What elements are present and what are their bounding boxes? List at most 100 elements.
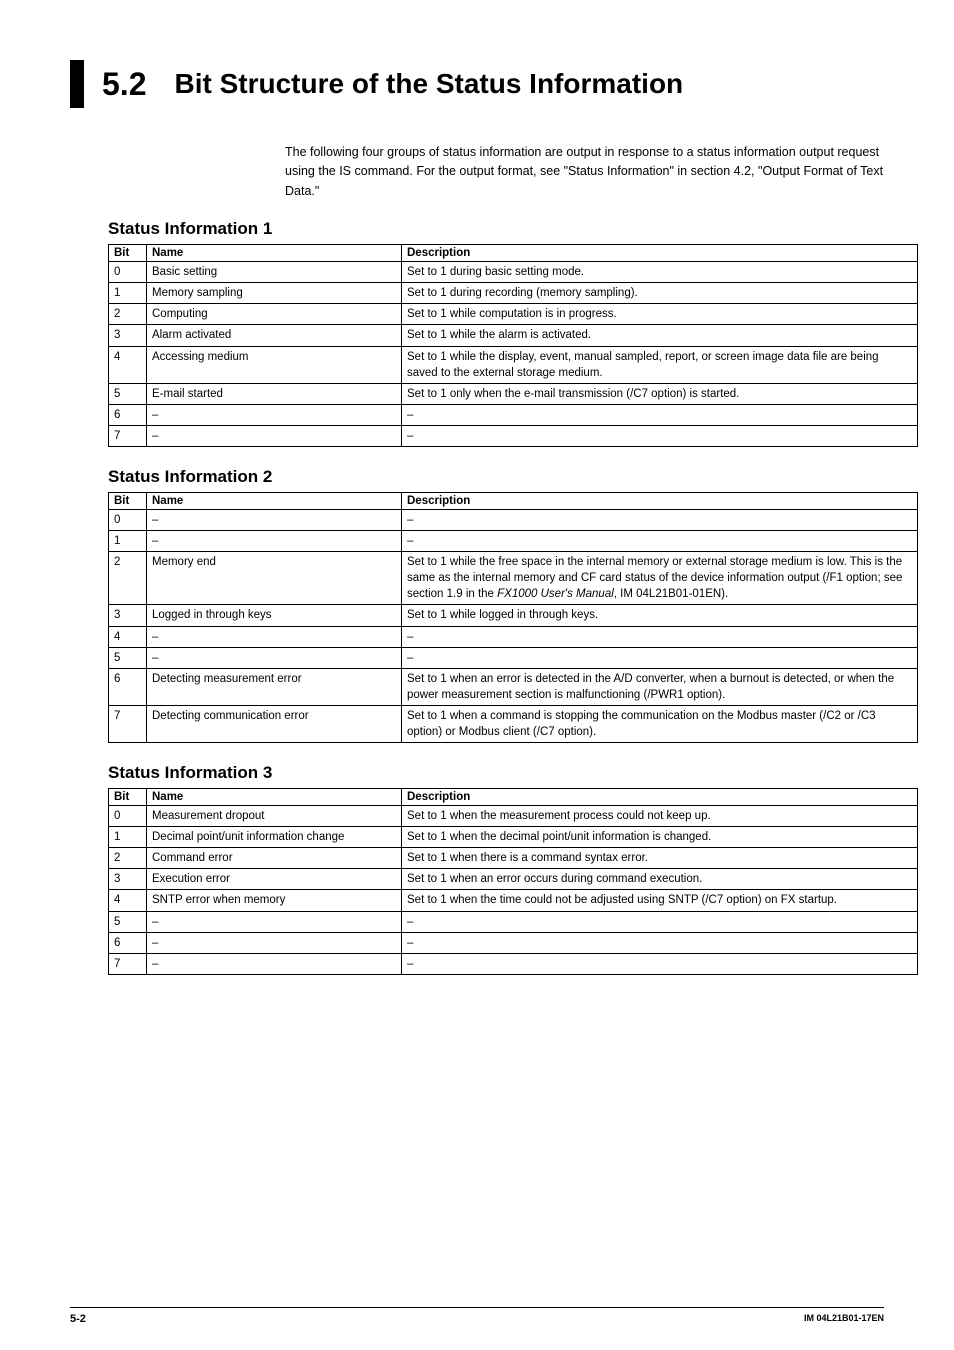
header-name: Name — [147, 789, 402, 806]
cell-name: – — [147, 953, 402, 974]
cell-description: – — [402, 647, 918, 668]
status-table-3: Bit Name Description 0Measurement dropou… — [108, 788, 918, 975]
table-row: 4Accessing mediumSet to 1 while the disp… — [109, 346, 918, 383]
table-row: 7–– — [109, 953, 918, 974]
cell-bit: 0 — [109, 806, 147, 827]
page-footer: 5-2 IM 04L21B01-17EN — [70, 1307, 884, 1325]
cell-bit: 4 — [109, 890, 147, 911]
cell-bit: 4 — [109, 626, 147, 647]
table-row: 0–– — [109, 509, 918, 530]
table-row: 3Logged in through keysSet to 1 while lo… — [109, 605, 918, 626]
cell-description: Set to 1 during recording (memory sampli… — [402, 283, 918, 304]
table-header-row: Bit Name Description — [109, 789, 918, 806]
cell-name: Basic setting — [147, 262, 402, 283]
cell-description: Set to 1 when a command is stopping the … — [402, 705, 918, 742]
cell-name: Logged in through keys — [147, 605, 402, 626]
cell-description: – — [402, 953, 918, 974]
status-table-1: Bit Name Description 0Basic settingSet t… — [108, 244, 918, 447]
table-row: 1Memory samplingSet to 1 during recordin… — [109, 283, 918, 304]
cell-description: Set to 1 when an error is detected in th… — [402, 668, 918, 705]
cell-bit: 0 — [109, 262, 147, 283]
cell-name: Measurement dropout — [147, 806, 402, 827]
header-name: Name — [147, 492, 402, 509]
cell-description: Set to 1 when the time could not be adju… — [402, 890, 918, 911]
cell-description: – — [402, 626, 918, 647]
document-id: IM 04L21B01-17EN — [804, 1313, 884, 1325]
cell-name: Detecting measurement error — [147, 668, 402, 705]
table-row: 7–– — [109, 425, 918, 446]
chapter-number: 5.2 — [102, 66, 146, 103]
header-desc: Description — [402, 492, 918, 509]
cell-bit: 6 — [109, 932, 147, 953]
cell-description: Set to 1 when there is a command syntax … — [402, 848, 918, 869]
table-header-row: Bit Name Description — [109, 245, 918, 262]
header-name: Name — [147, 245, 402, 262]
cell-bit: 5 — [109, 647, 147, 668]
header-bit: Bit — [109, 789, 147, 806]
cell-bit: 1 — [109, 283, 147, 304]
cell-description: – — [402, 531, 918, 552]
cell-bit: 5 — [109, 911, 147, 932]
cell-description: Set to 1 while computation is in progres… — [402, 304, 918, 325]
cell-name: – — [147, 626, 402, 647]
table-header-row: Bit Name Description — [109, 492, 918, 509]
table-row: 3Alarm activatedSet to 1 while the alarm… — [109, 325, 918, 346]
cell-bit: 5 — [109, 383, 147, 404]
cell-description: Set to 1 while the display, event, manua… — [402, 346, 918, 383]
table-row: 3Execution errorSet to 1 when an error o… — [109, 869, 918, 890]
cell-bit: 3 — [109, 605, 147, 626]
cell-bit: 1 — [109, 531, 147, 552]
page-number: 5-2 — [70, 1313, 86, 1325]
chapter-header: 5.2 Bit Structure of the Status Informat… — [70, 60, 884, 108]
table-row: 1–– — [109, 531, 918, 552]
table-row: 0Measurement dropoutSet to 1 when the me… — [109, 806, 918, 827]
cell-description: Set to 1 while the free space in the int… — [402, 552, 918, 605]
table-row: 5–– — [109, 911, 918, 932]
cell-bit: 3 — [109, 869, 147, 890]
cell-bit: 2 — [109, 552, 147, 605]
cell-name: – — [147, 509, 402, 530]
cell-description: Set to 1 only when the e-mail transmissi… — [402, 383, 918, 404]
cell-name: Decimal point/unit information change — [147, 827, 402, 848]
table-row: 5–– — [109, 647, 918, 668]
cell-name: Computing — [147, 304, 402, 325]
cell-name: SNTP error when memory — [147, 890, 402, 911]
cell-name: E-mail started — [147, 383, 402, 404]
table-row: 7Detecting communication errorSet to 1 w… — [109, 705, 918, 742]
cell-name: – — [147, 531, 402, 552]
cell-description: – — [402, 509, 918, 530]
cell-name: Accessing medium — [147, 346, 402, 383]
cell-name: Alarm activated — [147, 325, 402, 346]
cell-name: – — [147, 404, 402, 425]
cell-name: – — [147, 911, 402, 932]
cell-description: – — [402, 911, 918, 932]
chapter-title: Bit Structure of the Status Information — [174, 68, 683, 100]
cell-bit: 7 — [109, 425, 147, 446]
cell-bit: 3 — [109, 325, 147, 346]
cell-description: Set to 1 while the alarm is activated. — [402, 325, 918, 346]
intro-paragraph: The following four groups of status info… — [285, 143, 884, 201]
cell-name: Memory sampling — [147, 283, 402, 304]
cell-name: – — [147, 425, 402, 446]
table-row: 5E-mail startedSet to 1 only when the e-… — [109, 383, 918, 404]
cell-name: – — [147, 647, 402, 668]
section-title-3: Status Information 3 — [108, 763, 884, 783]
table-row: 4–– — [109, 626, 918, 647]
cell-name: Detecting communication error — [147, 705, 402, 742]
header-desc: Description — [402, 245, 918, 262]
cell-name: Execution error — [147, 869, 402, 890]
status-table-2: Bit Name Description 0––1––2Memory endSe… — [108, 492, 918, 743]
table-row: 2Memory endSet to 1 while the free space… — [109, 552, 918, 605]
cell-description: – — [402, 932, 918, 953]
table-row: 6–– — [109, 932, 918, 953]
cell-description: Set to 1 while logged in through keys. — [402, 605, 918, 626]
cell-bit: 7 — [109, 953, 147, 974]
table-row: 6–– — [109, 404, 918, 425]
cell-description: Set to 1 when the measurement process co… — [402, 806, 918, 827]
section-title-1: Status Information 1 — [108, 219, 884, 239]
section-title-2: Status Information 2 — [108, 467, 884, 487]
cell-name: Command error — [147, 848, 402, 869]
cell-bit: 7 — [109, 705, 147, 742]
cell-description: – — [402, 404, 918, 425]
table-row: 2ComputingSet to 1 while computation is … — [109, 304, 918, 325]
